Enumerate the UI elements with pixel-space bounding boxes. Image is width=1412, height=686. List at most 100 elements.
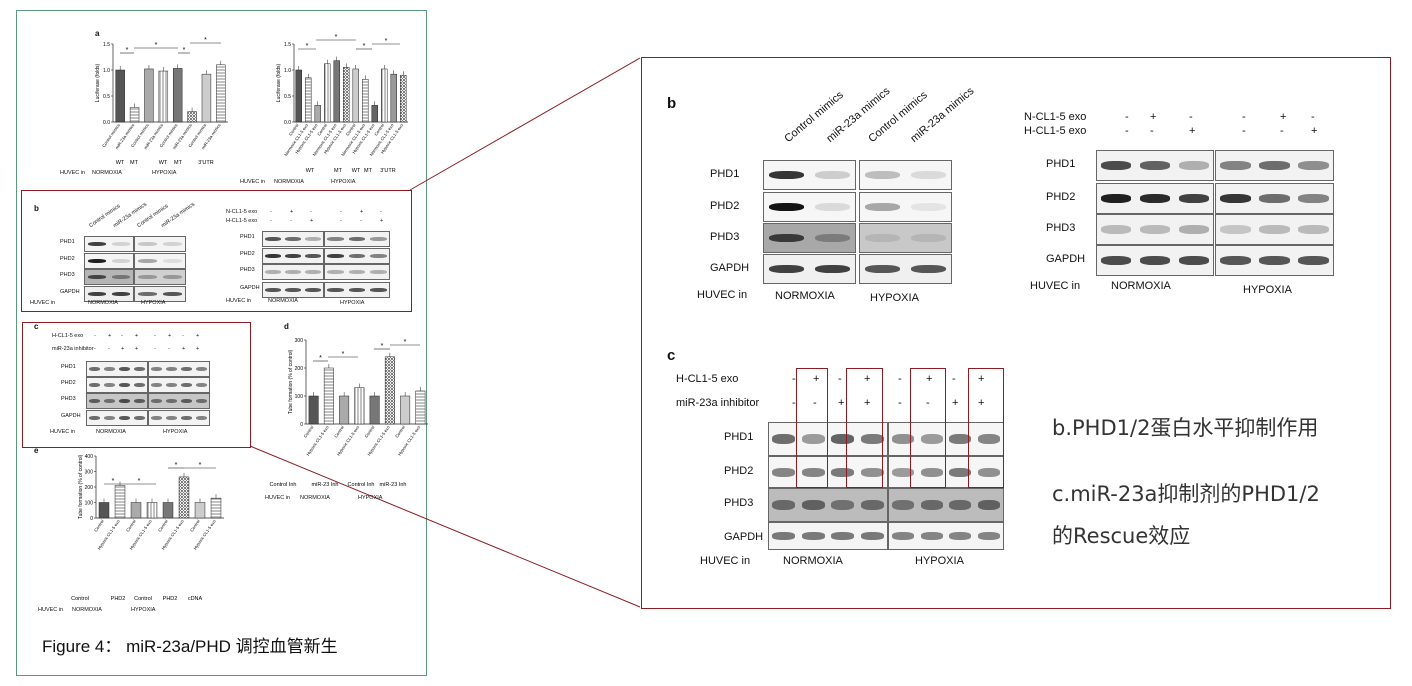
bar xyxy=(333,60,340,123)
row-label: GAPDH xyxy=(1046,253,1086,265)
blot-hypoxia xyxy=(324,264,390,280)
bar xyxy=(144,68,154,123)
blot-band xyxy=(801,532,825,540)
group-label: Control Inh xyxy=(348,482,375,488)
normoxia-label-a-right: NORMOXIA xyxy=(274,179,304,185)
y-tick-label: 300 xyxy=(295,338,304,344)
normoxia-label: NORMOXIA xyxy=(783,555,843,567)
blot-band xyxy=(1101,225,1132,234)
normoxia-label: NORMOXIA xyxy=(88,300,118,306)
blot-band xyxy=(87,291,107,297)
blot-band xyxy=(137,241,158,247)
bar xyxy=(216,64,226,123)
x-tick-label: Control xyxy=(125,519,137,533)
blot-band xyxy=(910,170,946,180)
blot-band xyxy=(860,500,884,510)
blot-band xyxy=(977,467,1000,477)
bar xyxy=(323,367,334,425)
blot-band xyxy=(814,202,850,212)
blot-band xyxy=(265,253,281,259)
blot-band xyxy=(327,287,344,293)
row-label: PHD3 xyxy=(240,267,255,273)
hypoxia-label-d: HYPOXIA xyxy=(358,495,383,501)
blot-band xyxy=(860,532,884,540)
blot-band xyxy=(910,233,946,243)
sign: + xyxy=(1150,111,1157,123)
figure-frame xyxy=(16,10,427,676)
row-label: PHD3 xyxy=(1046,222,1076,234)
normoxia-label: NORMOXIA xyxy=(775,290,835,302)
blot-band xyxy=(137,258,158,264)
blot-band xyxy=(150,415,163,421)
blot-normoxia xyxy=(768,488,888,522)
blot-normoxia xyxy=(86,393,148,409)
blot-band xyxy=(1298,161,1329,170)
group-label: 3'UTR xyxy=(198,160,213,166)
group-label: WT xyxy=(159,160,168,166)
row-label: PHD1 xyxy=(61,364,76,370)
blot-normoxia xyxy=(763,223,856,253)
sign: + xyxy=(360,209,364,215)
row-label: GAPDH xyxy=(60,289,80,295)
sign: + xyxy=(864,373,871,385)
hypoxia-label: HYPOXIA xyxy=(870,292,919,304)
sign: + xyxy=(978,397,985,409)
bar xyxy=(115,69,125,123)
y-tick-label: 1.5 xyxy=(103,42,110,48)
sign: - xyxy=(270,218,272,224)
blot-band xyxy=(949,532,972,540)
blot-hypoxia xyxy=(888,522,1004,550)
hypoxia-label-a-right: HYPOXIA xyxy=(331,179,356,185)
group-label: miR-23 Inh xyxy=(312,482,339,488)
normoxia-label: NORMOXIA xyxy=(96,429,126,435)
sign: - xyxy=(94,346,96,352)
blot-band xyxy=(103,415,116,421)
blot-band xyxy=(133,382,146,388)
sign: + xyxy=(196,333,200,339)
blot-band xyxy=(1298,225,1329,234)
hypoxia-label-e: HYPOXIA xyxy=(131,607,156,613)
blot-band xyxy=(118,398,131,404)
bar xyxy=(369,395,380,425)
blot-band xyxy=(88,382,101,388)
blot-band xyxy=(1259,194,1290,203)
sign: - xyxy=(108,346,110,352)
blot-band xyxy=(150,366,163,372)
hcl-label: H-CL1-5 exo xyxy=(226,218,258,224)
lane-highlight xyxy=(846,368,883,488)
bar xyxy=(390,73,397,123)
row-label: PHD1 xyxy=(60,239,75,245)
y-tick-label: 300 xyxy=(85,470,94,476)
blot-band xyxy=(814,264,850,274)
sign: - xyxy=(1242,111,1246,123)
sign: - xyxy=(838,373,842,385)
row-label: PHD3 xyxy=(60,272,75,278)
blot-band xyxy=(892,467,915,477)
blot-band xyxy=(769,233,805,243)
blot-hypoxia xyxy=(859,192,952,222)
row-label: PHD1 xyxy=(724,431,754,443)
blot-band xyxy=(88,415,101,421)
figure-caption: Figure 4： miR-23a/PHD 调控血管新生 xyxy=(42,637,338,656)
blot-band xyxy=(111,258,131,264)
row-label: PHD2 xyxy=(724,465,754,477)
row-label: PHD3 xyxy=(61,396,76,402)
x-tick-label: Control xyxy=(93,519,105,533)
annotation-c-line1: c.miR-23a抑制剂的PHD1/2 xyxy=(1052,482,1320,506)
blot-normoxia xyxy=(262,282,324,298)
row-label: PHD1 xyxy=(240,234,255,240)
y-tick-label: 1.5 xyxy=(284,42,291,48)
zoom-connector-c xyxy=(249,445,641,608)
blot-band xyxy=(88,398,101,404)
y-tick-label: 0.5 xyxy=(103,94,110,100)
bar xyxy=(339,395,350,425)
sig-star: * xyxy=(306,43,309,50)
bar xyxy=(158,70,169,123)
annotation-c-line2: 的Rescue效应 xyxy=(1052,524,1191,548)
blot-band xyxy=(1220,225,1251,234)
blot-band xyxy=(1259,256,1290,265)
x-tick-label: Control xyxy=(316,123,328,137)
blot-band xyxy=(831,500,855,510)
group-label: WT xyxy=(352,168,361,174)
